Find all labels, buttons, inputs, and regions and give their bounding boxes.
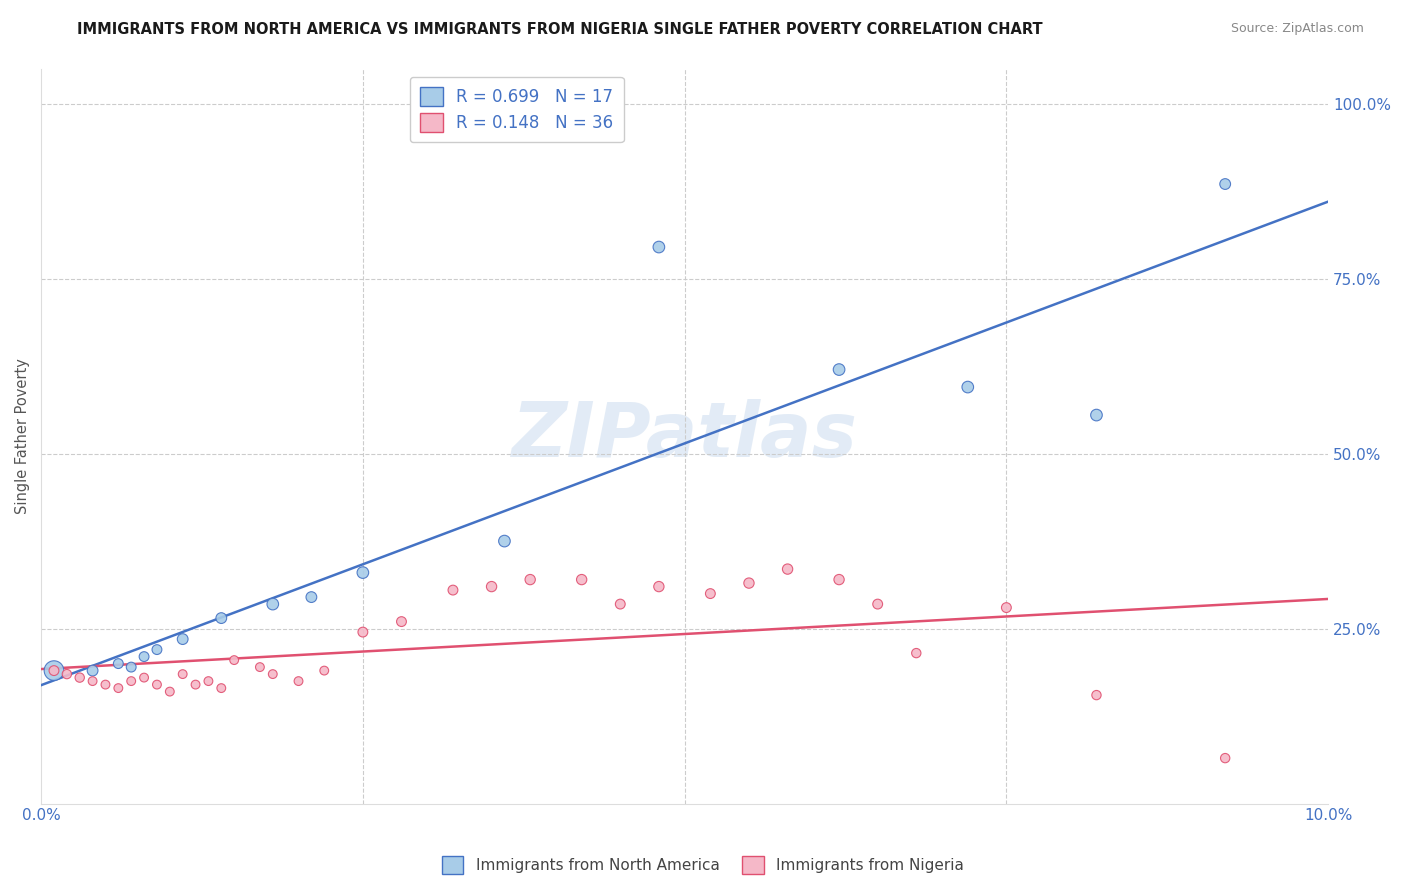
Point bbox=[56, 667, 79, 681]
Point bbox=[146, 677, 169, 691]
Point bbox=[1213, 751, 1236, 765]
Point bbox=[224, 653, 246, 667]
Text: ZIPatlas: ZIPatlas bbox=[512, 399, 858, 473]
Point bbox=[481, 580, 503, 594]
Point bbox=[352, 566, 374, 580]
Point bbox=[146, 642, 169, 657]
Point bbox=[699, 586, 721, 600]
Point bbox=[172, 667, 194, 681]
Point bbox=[172, 632, 194, 646]
Point bbox=[609, 597, 631, 611]
Point bbox=[184, 677, 207, 691]
Point bbox=[107, 681, 129, 695]
Point bbox=[82, 664, 104, 678]
Point bbox=[905, 646, 928, 660]
Point bbox=[42, 664, 65, 678]
Point bbox=[82, 674, 104, 689]
Point bbox=[352, 625, 374, 640]
Point bbox=[776, 562, 799, 576]
Point bbox=[571, 573, 593, 587]
Point bbox=[1085, 688, 1108, 702]
Point bbox=[648, 580, 671, 594]
Text: Source: ZipAtlas.com: Source: ZipAtlas.com bbox=[1230, 22, 1364, 36]
Point bbox=[209, 611, 232, 625]
Point bbox=[69, 671, 91, 685]
Point bbox=[120, 660, 142, 674]
Point bbox=[42, 664, 65, 678]
Point bbox=[314, 664, 336, 678]
Point bbox=[299, 590, 322, 604]
Point bbox=[209, 681, 232, 695]
Point bbox=[197, 674, 219, 689]
Point bbox=[132, 671, 155, 685]
Point bbox=[120, 674, 142, 689]
Point bbox=[107, 657, 129, 671]
Legend: Immigrants from North America, Immigrants from Nigeria: Immigrants from North America, Immigrant… bbox=[436, 850, 970, 880]
Point bbox=[94, 677, 117, 691]
Point bbox=[159, 684, 181, 698]
Point bbox=[828, 573, 851, 587]
Point bbox=[262, 597, 284, 611]
Point bbox=[391, 615, 413, 629]
Point bbox=[1085, 408, 1108, 422]
Point bbox=[262, 667, 284, 681]
Point bbox=[132, 649, 155, 664]
Point bbox=[866, 597, 889, 611]
Point bbox=[287, 674, 309, 689]
Point bbox=[494, 534, 516, 549]
Text: IMMIGRANTS FROM NORTH AMERICA VS IMMIGRANTS FROM NIGERIA SINGLE FATHER POVERTY C: IMMIGRANTS FROM NORTH AMERICA VS IMMIGRA… bbox=[77, 22, 1043, 37]
Y-axis label: Single Father Poverty: Single Father Poverty bbox=[15, 358, 30, 514]
Legend: R = 0.699   N = 17, R = 0.148   N = 36: R = 0.699 N = 17, R = 0.148 N = 36 bbox=[409, 77, 624, 142]
Point bbox=[1213, 177, 1236, 191]
Point bbox=[828, 362, 851, 376]
Point bbox=[995, 600, 1018, 615]
Point bbox=[249, 660, 271, 674]
Point bbox=[956, 380, 979, 394]
Point bbox=[738, 576, 761, 591]
Point bbox=[648, 240, 671, 254]
Point bbox=[441, 583, 464, 598]
Point bbox=[519, 573, 541, 587]
